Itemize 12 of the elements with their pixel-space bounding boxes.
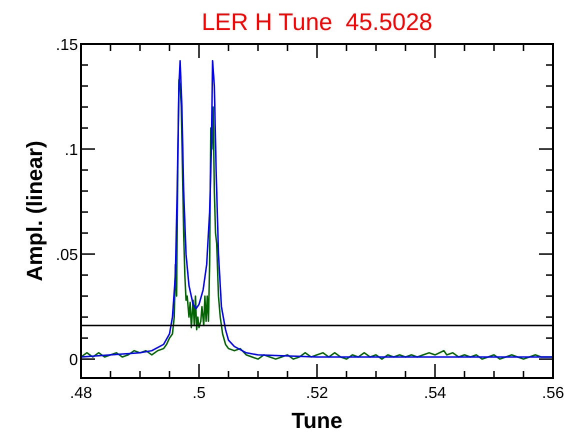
y-axis-title: Ampl. (linear) bbox=[22, 140, 47, 282]
x-tick-label: .52 bbox=[306, 385, 328, 402]
x-tick-label: .54 bbox=[424, 385, 446, 402]
x-tick-label: .5 bbox=[192, 385, 206, 402]
y-tick-label: .15 bbox=[56, 37, 78, 54]
y-tick-label: 0 bbox=[69, 352, 78, 370]
x-axis-title: Tune bbox=[292, 408, 342, 433]
x-tick-label: .56 bbox=[542, 385, 564, 402]
y-tick-label: .05 bbox=[56, 247, 78, 264]
chart-title: LER H Tune 45.5028 bbox=[202, 9, 432, 36]
x-tick-label: .48 bbox=[70, 385, 92, 402]
y-tick-label: .1 bbox=[64, 142, 78, 160]
